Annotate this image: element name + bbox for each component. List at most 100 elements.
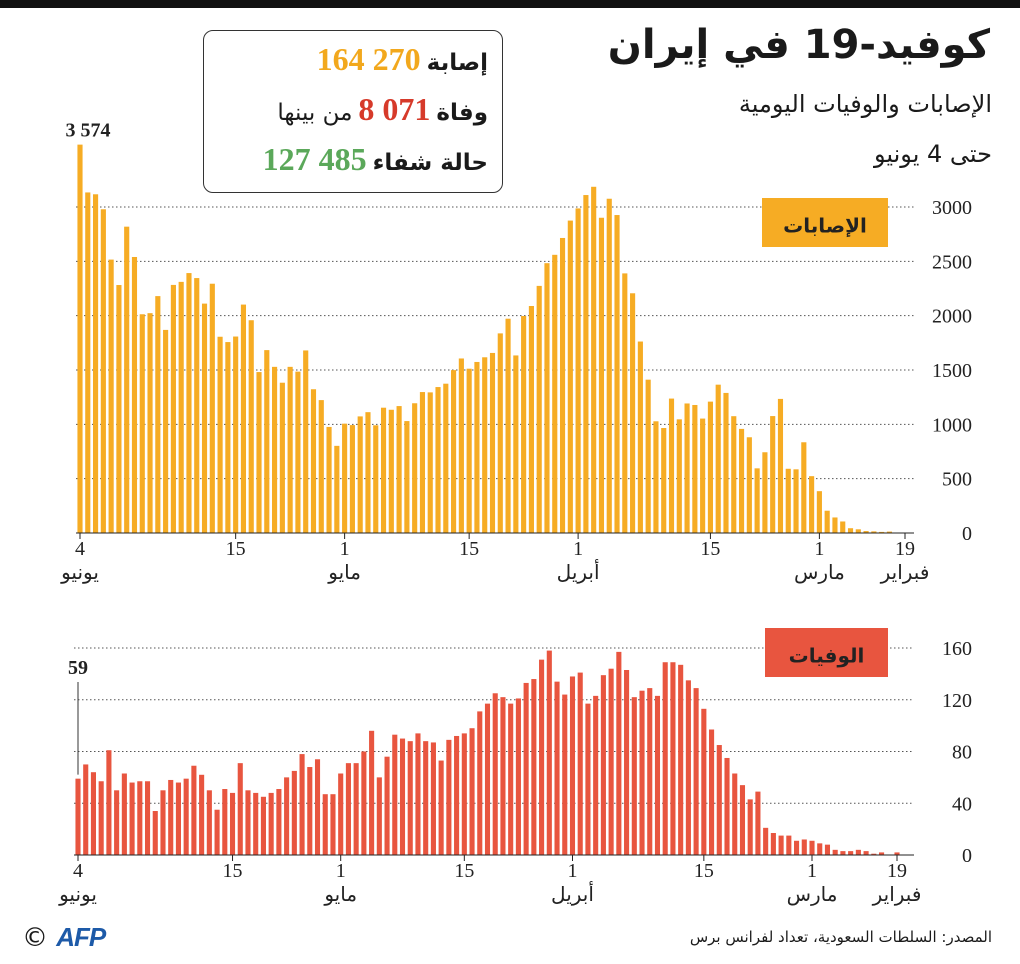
bar	[894, 852, 900, 855]
bar	[446, 739, 452, 855]
x-tick-label: 15	[694, 860, 714, 882]
bar	[264, 350, 270, 533]
bar	[678, 664, 684, 855]
bar	[121, 773, 127, 855]
bar	[639, 690, 645, 855]
bar	[513, 355, 519, 533]
stat-label: وفاة	[436, 100, 488, 126]
y-tick-label: 1500	[932, 360, 972, 382]
bar	[155, 296, 161, 533]
bar	[380, 407, 387, 533]
bar	[554, 681, 560, 855]
bar	[515, 698, 521, 855]
bar	[700, 418, 706, 533]
y-tick-label: 500	[942, 469, 972, 491]
bar	[793, 469, 799, 533]
y-tick-label: 3000	[932, 197, 972, 219]
bar	[419, 392, 426, 533]
bar	[693, 688, 699, 855]
bar	[840, 851, 846, 855]
bar	[443, 383, 449, 533]
bar	[653, 421, 659, 533]
bar	[137, 781, 143, 855]
bar	[497, 333, 503, 533]
y-tick-label: 0	[962, 845, 972, 867]
bar	[832, 849, 838, 855]
bar	[489, 352, 496, 533]
bar	[466, 368, 472, 533]
bar	[75, 778, 81, 855]
bar	[303, 350, 309, 533]
bar	[508, 703, 514, 855]
bar	[762, 452, 768, 533]
bar	[253, 792, 259, 855]
bar	[129, 782, 135, 855]
bar	[546, 650, 552, 855]
top-bar	[0, 0, 1020, 8]
bar	[92, 194, 99, 533]
bar	[770, 416, 776, 533]
bar	[505, 318, 511, 533]
bar	[147, 313, 153, 533]
bar	[396, 406, 402, 533]
bar	[168, 779, 174, 855]
bar	[392, 734, 398, 855]
y-tick-label: 40	[952, 793, 972, 815]
bar	[307, 767, 313, 855]
stats-box: إصابة164 270 وفاة8 071من بينها حالة شفاء…	[203, 30, 503, 193]
bar	[598, 217, 605, 533]
bar	[668, 398, 675, 533]
bar	[583, 195, 589, 533]
value-label: 3 574	[66, 120, 111, 142]
bar	[482, 357, 488, 533]
bar	[863, 531, 869, 533]
bar	[832, 517, 838, 533]
bar	[539, 659, 545, 855]
bar	[474, 361, 480, 533]
bar	[754, 468, 760, 533]
bar	[260, 796, 266, 855]
bar	[194, 278, 200, 533]
bar	[500, 697, 506, 855]
bar	[245, 790, 251, 855]
bar	[559, 237, 566, 533]
bar	[630, 293, 636, 533]
bar	[848, 851, 854, 855]
bar	[299, 754, 305, 855]
bar	[562, 694, 568, 855]
bar	[593, 695, 599, 855]
bar	[616, 651, 622, 855]
bar	[430, 742, 436, 855]
bar	[724, 757, 730, 855]
bar	[369, 730, 375, 855]
bar	[492, 693, 498, 855]
bar	[855, 529, 861, 533]
bar	[847, 528, 854, 533]
bar	[544, 263, 550, 533]
chart-title: الإصابات	[783, 214, 867, 238]
bar	[407, 741, 413, 855]
bar	[100, 209, 106, 534]
bar	[384, 756, 390, 855]
y-tick-label: 120	[942, 690, 972, 712]
stat-value: 164 270	[316, 41, 421, 77]
bar	[279, 382, 285, 533]
bar	[256, 372, 262, 533]
bar	[423, 741, 429, 855]
bar	[404, 421, 410, 533]
bar	[276, 789, 282, 855]
x-tick-label: 15	[226, 538, 246, 560]
bar	[191, 765, 197, 855]
bar	[685, 680, 691, 855]
bar	[326, 426, 332, 533]
bar	[654, 695, 661, 855]
bar	[746, 437, 752, 533]
bar	[160, 790, 166, 855]
bar	[577, 672, 583, 855]
bar	[365, 412, 371, 533]
bar	[318, 400, 324, 533]
bar	[233, 336, 239, 533]
date: حتى 4 يونيو	[873, 140, 992, 168]
bar	[809, 476, 815, 533]
bar	[567, 220, 573, 534]
